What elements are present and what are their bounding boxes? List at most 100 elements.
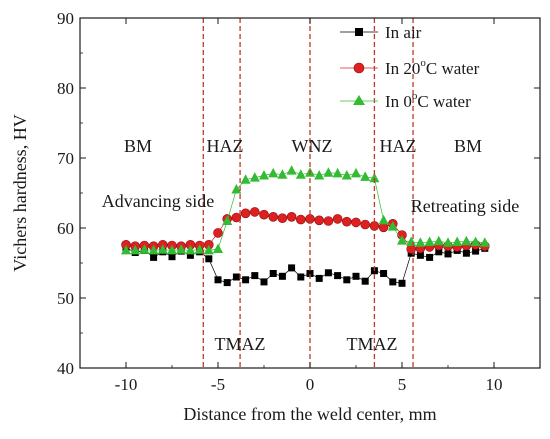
data-point	[352, 272, 360, 280]
data-point	[232, 273, 240, 281]
data-point	[269, 270, 277, 277]
data-point	[297, 273, 305, 281]
data-point	[213, 243, 223, 253]
tmaz-right-label: TMAZ	[347, 334, 398, 354]
data-point	[186, 251, 194, 259]
legend-label-20c: In 20oC water	[385, 57, 480, 78]
legend-marker-0c	[353, 95, 365, 105]
data-point	[380, 270, 388, 277]
data-point	[479, 237, 490, 247]
data-point	[360, 219, 371, 230]
data-point	[406, 236, 417, 246]
bm-right-label: BM	[454, 136, 482, 156]
data-point	[167, 244, 177, 255]
data-point	[150, 253, 158, 261]
data-point	[416, 251, 424, 259]
data-point	[222, 215, 233, 225]
bm-left-label: BM	[124, 136, 152, 156]
data-point	[295, 169, 306, 179]
data-point	[231, 212, 242, 223]
data-point	[213, 228, 223, 238]
data-point	[277, 213, 288, 223]
data-point	[378, 214, 389, 225]
data-point	[278, 272, 286, 280]
legend-label-20c-post: C water	[426, 59, 480, 78]
data-point	[323, 216, 334, 226]
data-point	[389, 278, 397, 286]
legend-label-0c-post: C water	[417, 92, 471, 111]
data-point	[461, 235, 472, 246]
data-point	[397, 235, 407, 245]
data-point	[306, 270, 314, 277]
legend-label-air: In air	[385, 23, 422, 42]
data-point	[435, 248, 443, 256]
data-point	[205, 255, 213, 263]
data-point	[240, 174, 251, 184]
data-point	[223, 279, 231, 287]
legend-marker-air	[355, 28, 363, 36]
data-point	[462, 249, 470, 257]
data-point	[334, 272, 342, 280]
data-point	[203, 244, 214, 255]
data-point	[194, 244, 205, 254]
legend-entry-air: In air	[340, 23, 422, 42]
y-tick-label: 60	[57, 219, 74, 238]
y-tick-label: 40	[57, 359, 74, 378]
data-point	[250, 207, 260, 217]
data-point	[259, 170, 269, 180]
series-0	[122, 244, 489, 287]
data-point	[185, 244, 196, 255]
data-point	[315, 274, 323, 282]
y-axis-title: Vichers hardness, HV	[10, 114, 30, 271]
data-point	[148, 244, 159, 255]
y-tick-label: 50	[57, 289, 74, 308]
legend-label-0c: In 0oC water	[385, 90, 471, 111]
data-point	[268, 212, 279, 222]
legend-entry-20c: In 20oC water	[340, 57, 480, 78]
data-point	[361, 277, 369, 285]
legend-label-0c-pre: In 0	[385, 92, 412, 111]
data-point	[157, 244, 168, 254]
x-tick-label: -5	[211, 375, 225, 394]
series-layer	[121, 165, 490, 287]
data-point	[351, 167, 361, 178]
data-point	[251, 272, 259, 280]
data-point	[332, 214, 343, 224]
haz-left-label: HAZ	[207, 136, 244, 156]
data-point	[444, 250, 452, 258]
data-point	[387, 221, 398, 231]
data-point	[424, 236, 435, 246]
data-point	[130, 244, 141, 255]
data-point	[360, 171, 371, 181]
data-point	[314, 170, 325, 180]
data-point	[139, 244, 150, 254]
data-point	[242, 276, 250, 284]
data-point	[452, 236, 463, 246]
data-point	[259, 209, 269, 220]
x-axis-title: Distance from the weld center, mm	[183, 404, 436, 424]
data-point	[323, 167, 334, 177]
x-tick-label: 5	[398, 375, 407, 394]
legend-label-air-text: In air	[385, 23, 422, 42]
x-tick-label: 0	[306, 375, 315, 394]
data-point	[268, 167, 279, 178]
x-tick-label: -10	[115, 375, 138, 394]
y-axis-ticks: 40 50 60 70 80 90	[57, 9, 540, 378]
haz-right-label: HAZ	[380, 136, 417, 156]
data-point	[260, 278, 268, 286]
tmaz-left-label: TMAZ	[215, 334, 266, 354]
data-point	[288, 264, 296, 272]
data-point	[433, 235, 444, 246]
data-point	[341, 216, 352, 227]
data-point	[231, 184, 242, 194]
data-point	[168, 253, 176, 261]
data-point	[343, 276, 351, 284]
data-point	[214, 276, 222, 284]
data-point	[426, 253, 434, 261]
advancing-side-label: Advancing side	[102, 191, 214, 211]
data-point	[121, 244, 131, 255]
data-point	[398, 279, 406, 287]
data-point	[286, 212, 297, 222]
